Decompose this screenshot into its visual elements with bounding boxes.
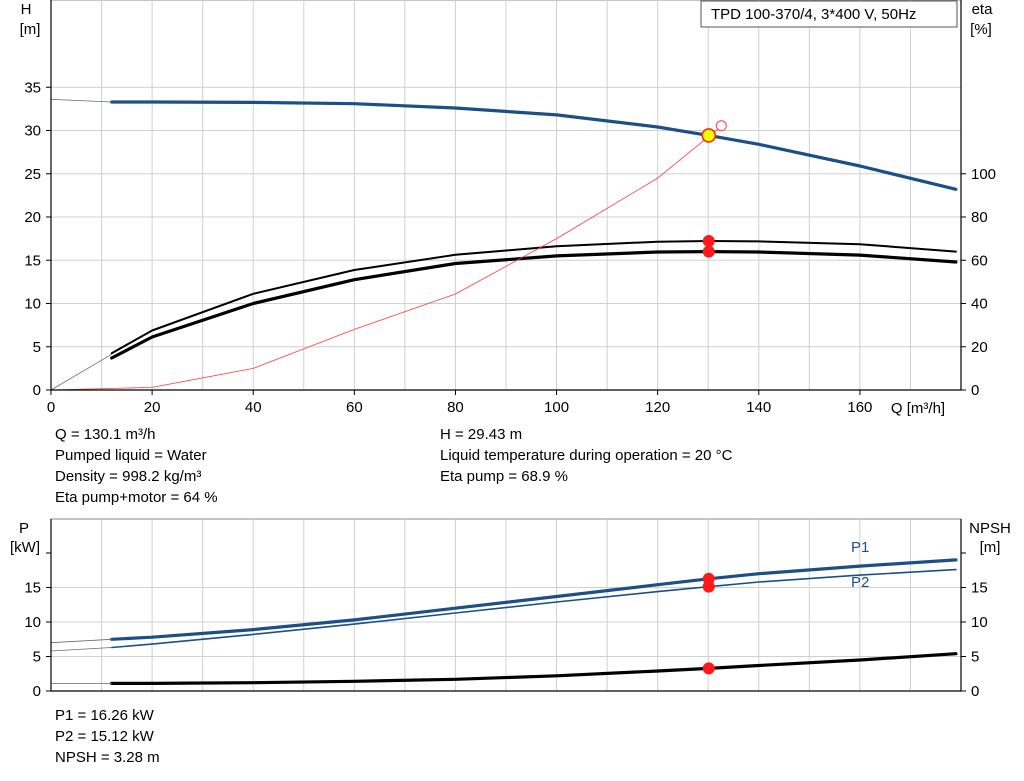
- top-duty-points: [701, 120, 727, 258]
- series-line-p2-extrapolated: [50, 647, 113, 652]
- bottom-right-axis-title: NPSH: [969, 520, 1011, 537]
- duty-point-marker: [701, 128, 717, 143]
- left-tick-label: 5: [33, 649, 41, 666]
- info-npsh: NPSH = 3.28 m: [55, 749, 160, 766]
- model-label: TPD 100-370/4, 3*400 V, 50Hz: [711, 6, 916, 23]
- left-tick-label: 35: [24, 79, 41, 96]
- info-top-right: H = 29.43 m Liquid temperature during op…: [440, 424, 732, 487]
- series-line-eta-pump: [110, 240, 957, 355]
- info-eta-pump: Eta pump = 68.9 %: [440, 468, 568, 485]
- x-tick-label: 120: [645, 399, 670, 416]
- duty-point: [702, 580, 715, 593]
- series-line-npsh: [110, 652, 958, 685]
- x-tick-label: 80: [447, 399, 464, 416]
- info-density: Density = 998.2 kg/m³: [55, 468, 202, 485]
- top-grid: [51, 0, 961, 390]
- left-tick-label: 20: [24, 209, 41, 226]
- power-npsh-chart: 0 5 10 15 0 5 10 15 P [kW] NPSH [m] P1 P2: [10, 518, 1011, 700]
- right-tick-label: 15: [971, 580, 988, 597]
- right-tick-label: 60: [971, 252, 988, 269]
- right-tick-label: 0: [971, 382, 979, 399]
- left-tick-label: 10: [24, 296, 41, 313]
- right-tick-label: 5: [971, 649, 979, 666]
- duty-point: [702, 235, 715, 248]
- x-tick-label: 60: [346, 399, 363, 416]
- bottom-left-axis-title: P: [19, 520, 29, 537]
- left-tick-label: 15: [24, 252, 41, 269]
- right-tick-label: 100: [971, 166, 996, 183]
- x-tick-label: 100: [544, 399, 569, 416]
- head-efficiency-chart: 0 5 10 15 20 25 30 35 0 20 40 60 80 100 0 20 40 60 80 100 12…: [20, 0, 996, 417]
- bottom-right-axis-unit: [m]: [980, 539, 1001, 556]
- info-pumped-liquid: Pumped liquid = Water: [55, 447, 207, 464]
- system-curve-end-marker: [715, 120, 727, 132]
- bottom-duty-points: [702, 572, 715, 675]
- bottom-axes: 0 5 10 15 0 5 10 15: [24, 519, 988, 700]
- series-line-h-extrapolated: [50, 99, 113, 103]
- duty-point: [702, 662, 715, 675]
- top-right-axis-unit: [%]: [970, 21, 992, 38]
- x-tick-label: 0: [47, 399, 55, 416]
- bottom-left-axis-unit: [kW]: [10, 539, 40, 556]
- bottom-curves: [50, 558, 958, 685]
- info-flow: Q = 130.1 m³/h: [55, 426, 156, 443]
- info-eta-pump-motor: Eta pump+motor = 64 %: [55, 489, 218, 506]
- right-tick-label: 20: [971, 339, 988, 356]
- top-left-axis-unit: [m]: [20, 21, 41, 38]
- x-tick-label: 40: [245, 399, 262, 416]
- series-line-system-curve: [50, 128, 719, 391]
- p1-series-label: P1: [851, 539, 869, 556]
- left-tick-label: 25: [24, 166, 41, 183]
- left-tick-label: 0: [33, 683, 41, 700]
- left-tick-label: 30: [24, 123, 41, 140]
- series-line-p1: [110, 558, 958, 641]
- info-p2: P2 = 15.12 kW: [55, 728, 154, 745]
- x-tick-label: 160: [847, 399, 872, 416]
- right-tick-label: 0: [971, 683, 979, 700]
- top-left-axis-title: H: [21, 1, 32, 18]
- p2-series-label: P2: [851, 574, 869, 591]
- left-tick-label: 5: [33, 339, 41, 356]
- series-line-p2: [110, 568, 957, 649]
- model-label-box: [700, 0, 958, 28]
- top-curves: [50, 99, 958, 391]
- left-tick-label: 15: [24, 580, 41, 597]
- series-line-eta-pump-motor: [110, 250, 958, 360]
- info-p1: P1 = 16.26 kW: [55, 707, 154, 724]
- right-tick-label: 80: [971, 209, 988, 226]
- x-tick-label: 140: [746, 399, 771, 416]
- right-tick-label: 10: [971, 614, 988, 631]
- left-tick-label: 10: [24, 614, 41, 631]
- info-head: H = 29.43 m: [440, 426, 523, 443]
- info-liquid-temperature: Liquid temperature during operation = 20…: [440, 447, 733, 464]
- right-tick-label: 40: [971, 296, 988, 313]
- top-axes: 0 5 10 15 20 25 30 35 0 20 40 60 80 100 0 20 40 60 80 100 12…: [24, 0, 996, 416]
- info-bottom: P1 = 16.26 kW P2 = 15.12 kW NPSH = 3.28 …: [55, 705, 160, 768]
- info-top-left: Q = 130.1 m³/h Pumped liquid = Water Den…: [55, 424, 218, 508]
- x-axis-label: Q [m³/h]: [891, 400, 945, 417]
- x-tick-label: 20: [144, 399, 161, 416]
- left-tick-label: 0: [33, 382, 41, 399]
- series-line-h: [110, 100, 958, 191]
- top-right-axis-title: eta: [972, 1, 994, 18]
- duty-point: [702, 245, 715, 258]
- series-line-eta-extrapolated: [50, 353, 113, 391]
- series-line-p1-extrapolated: [50, 638, 113, 644]
- bottom-grid: [51, 519, 961, 691]
